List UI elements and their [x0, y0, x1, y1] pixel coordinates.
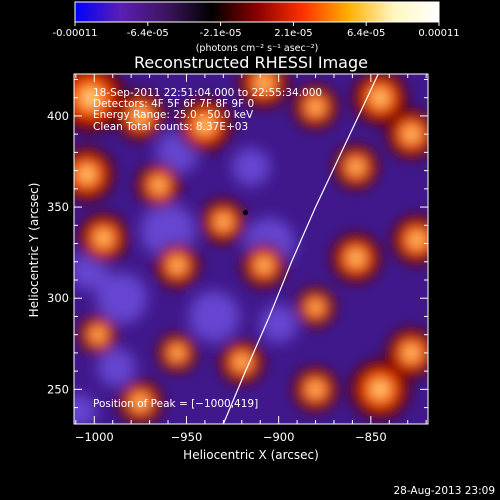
hot-region	[74, 74, 126, 133]
hot-region	[154, 243, 200, 288]
colorbar-ramp	[74, 1, 440, 23]
hot-region	[78, 213, 129, 263]
hot-region	[74, 146, 115, 202]
plot-frame	[73, 73, 429, 425]
colorbar-tick-label: -0.00011	[53, 28, 98, 39]
colorbar-tick-label: -2.1e-05	[200, 28, 242, 39]
hot-region	[352, 74, 408, 126]
hot-region	[295, 287, 336, 328]
cold-region	[74, 394, 97, 424]
colorbar-tick-label: -6.4e-05	[127, 28, 169, 39]
axes: −1000 −950 −900 −850 250 300 350 400	[47, 74, 428, 444]
hot-region	[136, 162, 182, 208]
hot-region	[293, 84, 338, 130]
cold-region	[96, 272, 148, 324]
peak-marker	[242, 210, 248, 216]
hot-region	[239, 74, 289, 108]
colorbar: -0.00011 -6.4e-05 -2.1e-05 2.1e-05 6.4e-05 0.…	[53, 1, 460, 54]
annotation-detectors: Detectors: 4F 5F 6F 7F 8F 9F 0	[93, 98, 254, 110]
cold-region	[97, 348, 136, 387]
x-axis-label: Heliocentric X (arcsec)	[183, 448, 319, 462]
cold-region	[188, 291, 240, 342]
y-axis-label: Heliocentric Y (arcsec)	[27, 183, 41, 318]
intensity-map	[74, 74, 428, 424]
colorbar-tick-label: 2.1e-05	[274, 28, 312, 39]
annotation-time: 18-Sep-2011 22:51:04.000 to 22:55:34.000	[93, 87, 322, 99]
cold-region	[231, 147, 271, 187]
hot-region	[177, 97, 233, 153]
colorbar-ticks: -0.00011 -6.4e-05 -2.1e-05 2.1e-05 6.4e-05 0.…	[53, 22, 460, 39]
hot-region	[241, 243, 287, 288]
hot-region	[333, 144, 379, 190]
x-tick-label: −850	[355, 430, 387, 444]
hot-region	[200, 199, 246, 245]
colorbar-tick-label: 6.4e-05	[347, 28, 385, 39]
peak-position-label: Position of Peak = [−1000,419]	[93, 398, 258, 410]
hot-region	[293, 366, 338, 412]
x-tick-label: −900	[263, 430, 295, 444]
hot-region	[350, 359, 410, 420]
colorbar-tick-label: 0.00011	[418, 28, 459, 39]
hot-region	[157, 332, 198, 373]
plot-area	[74, 74, 428, 424]
x-tick-label: −950	[171, 430, 203, 444]
hot-region	[386, 328, 428, 378]
y-tick-label: 300	[47, 291, 69, 305]
solar-limb-line	[222, 74, 379, 424]
chart-title: Reconstructed RHESSI Image	[134, 53, 368, 72]
hot-region	[219, 339, 265, 385]
y-tick-label: 400	[47, 109, 69, 123]
x-tick-label: −1000	[75, 430, 114, 444]
annotation-counts: Clean Total counts: 8.37E+03	[93, 121, 248, 133]
cold-region	[259, 304, 298, 343]
y-tick-label: 250	[47, 382, 69, 396]
hot-region	[386, 109, 428, 160]
y-tick-label: 350	[47, 200, 69, 214]
annotation-block: 18-Sep-2011 22:51:04.000 to 22:55:34.000…	[93, 87, 322, 133]
hot-region	[392, 215, 428, 265]
hot-region	[331, 233, 381, 284]
hot-region	[117, 379, 163, 424]
hot-region	[78, 314, 118, 355]
colorbar-units: (photons cm⁻² s⁻¹ asec⁻²)	[196, 43, 319, 54]
footer-timestamp: 28-Aug-2013 23:09	[393, 485, 495, 497]
annotation-energy: Energy Range: 25.0 - 50.0 keV	[93, 109, 254, 121]
hot-region	[115, 91, 166, 141]
